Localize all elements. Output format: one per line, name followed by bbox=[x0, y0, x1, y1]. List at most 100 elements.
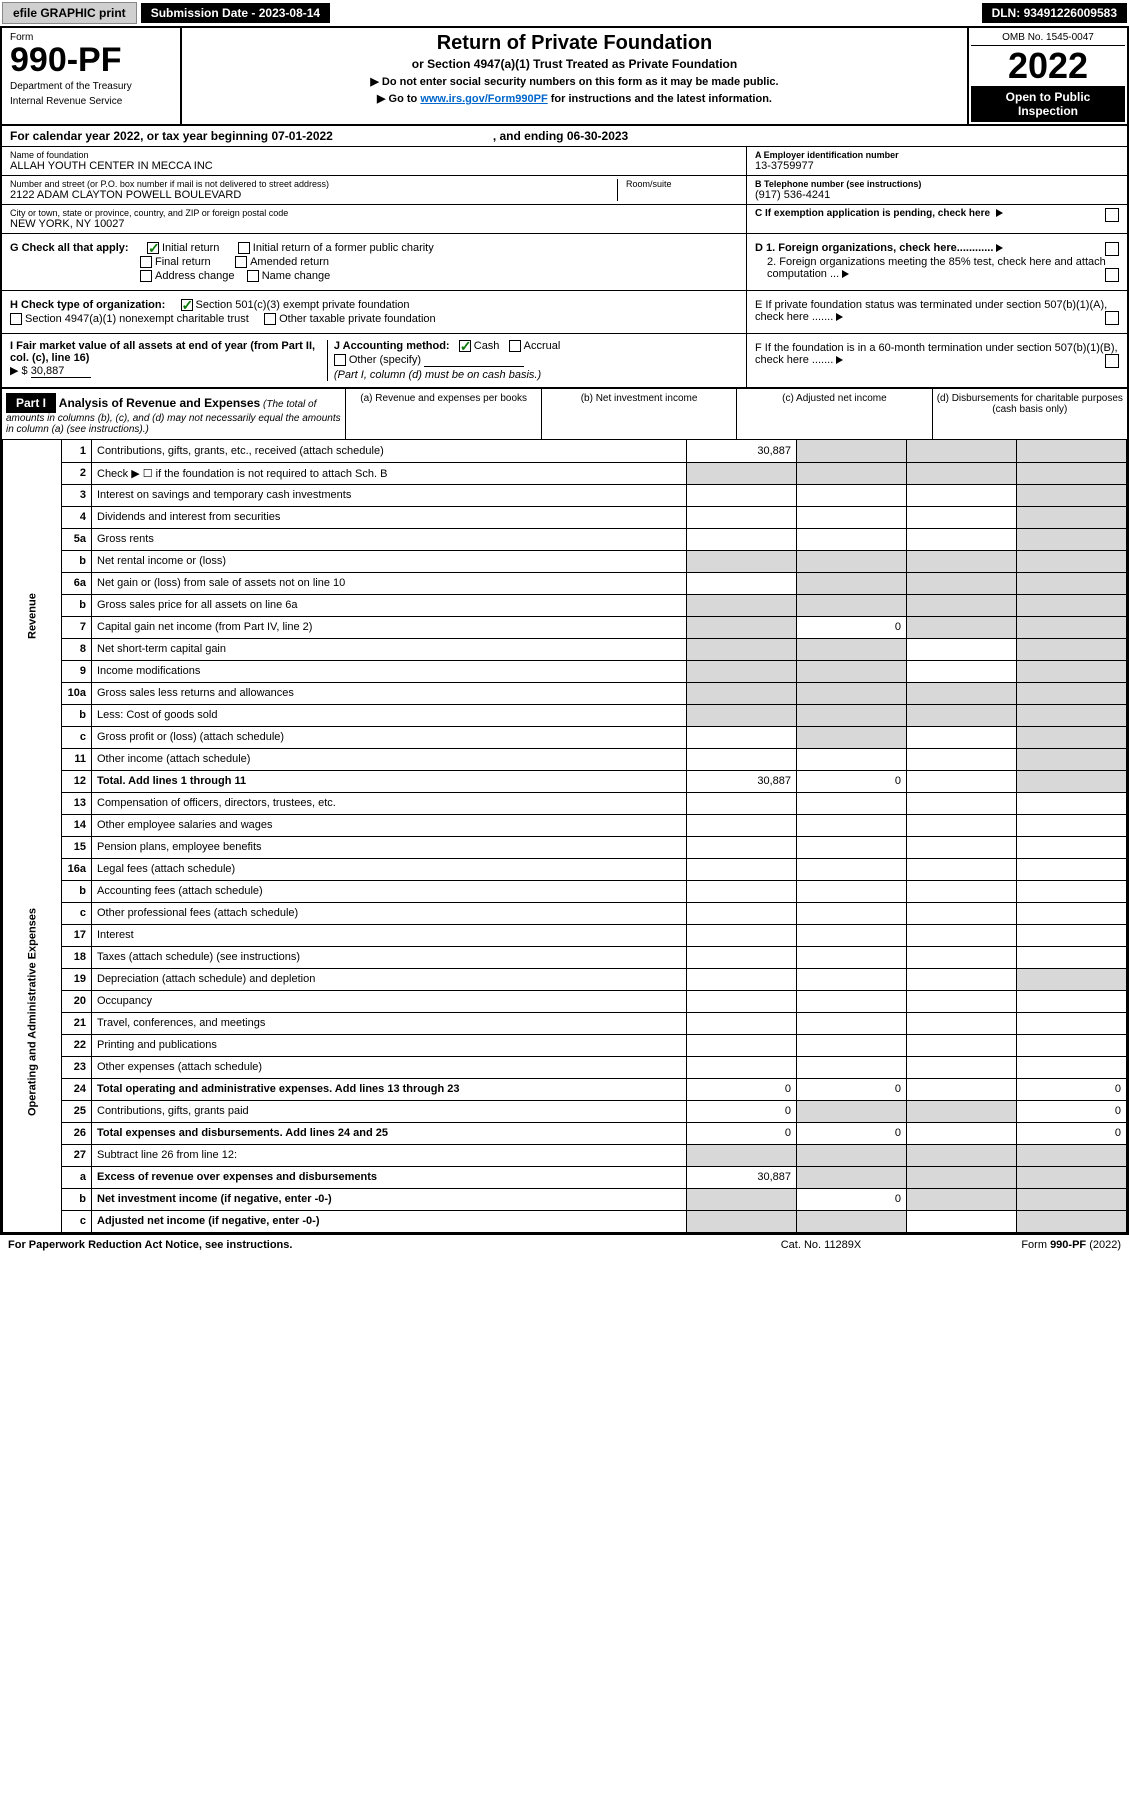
efile-print-button[interactable]: efile GRAPHIC print bbox=[2, 2, 137, 24]
table-row: 3Interest on savings and temporary cash … bbox=[3, 484, 1127, 506]
table-row: cGross profit or (loss) (attach schedule… bbox=[3, 726, 1127, 748]
amended-return-checkbox[interactable] bbox=[235, 256, 247, 268]
ein-cell: A Employer identification number 13-3759… bbox=[747, 147, 1127, 176]
irs: Internal Revenue Service bbox=[10, 96, 172, 107]
cell-a bbox=[687, 836, 797, 858]
cell-b bbox=[797, 748, 907, 770]
name-change-checkbox[interactable] bbox=[247, 270, 259, 282]
table-row: 6aNet gain or (loss) from sale of assets… bbox=[3, 572, 1127, 594]
foundation-name-cell: Name of foundation ALLAH YOUTH CENTER IN… bbox=[2, 147, 746, 176]
table-row: bAccounting fees (attach schedule) bbox=[3, 880, 1127, 902]
cell-d: 0 bbox=[1017, 1100, 1127, 1122]
cell-b bbox=[797, 968, 907, 990]
e-checkbox[interactable] bbox=[1105, 311, 1119, 325]
cell-c bbox=[907, 1210, 1017, 1232]
table-row: cOther professional fees (attach schedul… bbox=[3, 902, 1127, 924]
final-return-checkbox[interactable] bbox=[140, 256, 152, 268]
row-number: 24 bbox=[62, 1078, 92, 1100]
tax-year: 2022 bbox=[971, 46, 1125, 86]
cell-d bbox=[1017, 616, 1127, 638]
j-other-checkbox[interactable] bbox=[334, 354, 346, 366]
page-footer: For Paperwork Reduction Act Notice, see … bbox=[0, 1235, 1129, 1255]
row-desc: Less: Cost of goods sold bbox=[92, 704, 687, 726]
h-4947-checkbox[interactable] bbox=[10, 313, 22, 325]
cell-a bbox=[687, 924, 797, 946]
cell-b bbox=[797, 682, 907, 704]
header-right: OMB No. 1545-0047 2022 Open to Public In… bbox=[967, 28, 1127, 124]
d2-checkbox[interactable] bbox=[1105, 268, 1119, 282]
table-row: 16aLegal fees (attach schedule) bbox=[3, 858, 1127, 880]
cell-a bbox=[687, 990, 797, 1012]
h-501c3-checkbox[interactable] bbox=[181, 299, 193, 311]
cell-b bbox=[797, 462, 907, 484]
cell-a: 30,887 bbox=[687, 770, 797, 792]
cell-c bbox=[907, 550, 1017, 572]
table-row: 8Net short-term capital gain bbox=[3, 638, 1127, 660]
row-desc: Other employee salaries and wages bbox=[92, 814, 687, 836]
j-accrual-checkbox[interactable] bbox=[509, 340, 521, 352]
address-change-checkbox[interactable] bbox=[140, 270, 152, 282]
row-desc: Total. Add lines 1 through 11 bbox=[92, 770, 687, 792]
cell-d bbox=[1017, 748, 1127, 770]
row-desc: Total operating and administrative expen… bbox=[92, 1078, 687, 1100]
cell-d bbox=[1017, 682, 1127, 704]
cell-d bbox=[1017, 660, 1127, 682]
table-row: aExcess of revenue over expenses and dis… bbox=[3, 1166, 1127, 1188]
cell-c bbox=[907, 528, 1017, 550]
f-checkbox[interactable] bbox=[1105, 354, 1119, 368]
row-desc: Check ▶ ☐ if the foundation is not requi… bbox=[92, 462, 687, 484]
top-toolbar: efile GRAPHIC print Submission Date - 20… bbox=[0, 0, 1129, 26]
cell-d bbox=[1017, 484, 1127, 506]
c-checkbox[interactable] bbox=[1105, 208, 1119, 222]
row-desc: Other professional fees (attach schedule… bbox=[92, 902, 687, 924]
calendar-year-row: For calendar year 2022, or tax year begi… bbox=[2, 126, 1127, 147]
cell-d bbox=[1017, 1012, 1127, 1034]
cell-c bbox=[907, 990, 1017, 1012]
cell-a bbox=[687, 1144, 797, 1166]
cell-d: 0 bbox=[1017, 1122, 1127, 1144]
cell-a bbox=[687, 572, 797, 594]
cell-c bbox=[907, 946, 1017, 968]
row-desc: Net investment income (if negative, ente… bbox=[92, 1188, 687, 1210]
cell-a bbox=[687, 1210, 797, 1232]
cell-a: 0 bbox=[687, 1078, 797, 1100]
cell-c bbox=[907, 462, 1017, 484]
cell-d bbox=[1017, 814, 1127, 836]
cell-d bbox=[1017, 638, 1127, 660]
irs-link[interactable]: www.irs.gov/Form990PF bbox=[420, 93, 547, 105]
f-label: F If the foundation is in a 60-month ter… bbox=[755, 342, 1118, 366]
cell-c bbox=[907, 858, 1017, 880]
row-desc: Pension plans, employee benefits bbox=[92, 836, 687, 858]
cell-a bbox=[687, 550, 797, 572]
cell-a bbox=[687, 638, 797, 660]
row-number: 2 bbox=[62, 462, 92, 484]
cell-a bbox=[687, 528, 797, 550]
j-cash-checkbox[interactable] bbox=[459, 340, 471, 352]
row-number: 1 bbox=[62, 440, 92, 462]
g-row: G Check all that apply: Initial return I… bbox=[10, 242, 738, 254]
row-desc: Interest bbox=[92, 924, 687, 946]
section-label: Revenue bbox=[3, 440, 62, 792]
cell-b bbox=[797, 902, 907, 924]
cell-c bbox=[907, 704, 1017, 726]
cell-b bbox=[797, 638, 907, 660]
table-row: 23Other expenses (attach schedule) bbox=[3, 1056, 1127, 1078]
initial-return-checkbox[interactable] bbox=[147, 242, 159, 254]
cell-a: 0 bbox=[687, 1122, 797, 1144]
cell-a bbox=[687, 814, 797, 836]
cell-b bbox=[797, 880, 907, 902]
cell-d bbox=[1017, 462, 1127, 484]
open-inspection: Open to Public Inspection bbox=[971, 86, 1125, 122]
h-other-tax-checkbox[interactable] bbox=[264, 313, 276, 325]
initial-former-checkbox[interactable] bbox=[238, 242, 250, 254]
d1-checkbox[interactable] bbox=[1105, 242, 1119, 256]
exemption-pending-cell: C If exemption application is pending, c… bbox=[747, 205, 1127, 229]
cell-a bbox=[687, 968, 797, 990]
cell-c bbox=[907, 726, 1017, 748]
form-ref: Form 990-PF (2022) bbox=[921, 1239, 1121, 1251]
paperwork-notice: For Paperwork Reduction Act Notice, see … bbox=[8, 1239, 721, 1251]
row-desc: Total expenses and disbursements. Add li… bbox=[92, 1122, 687, 1144]
checks-h-e: H Check type of organization: Section 50… bbox=[2, 291, 1127, 334]
row-number: 22 bbox=[62, 1034, 92, 1056]
fmv-value: 30,887 bbox=[31, 365, 91, 378]
